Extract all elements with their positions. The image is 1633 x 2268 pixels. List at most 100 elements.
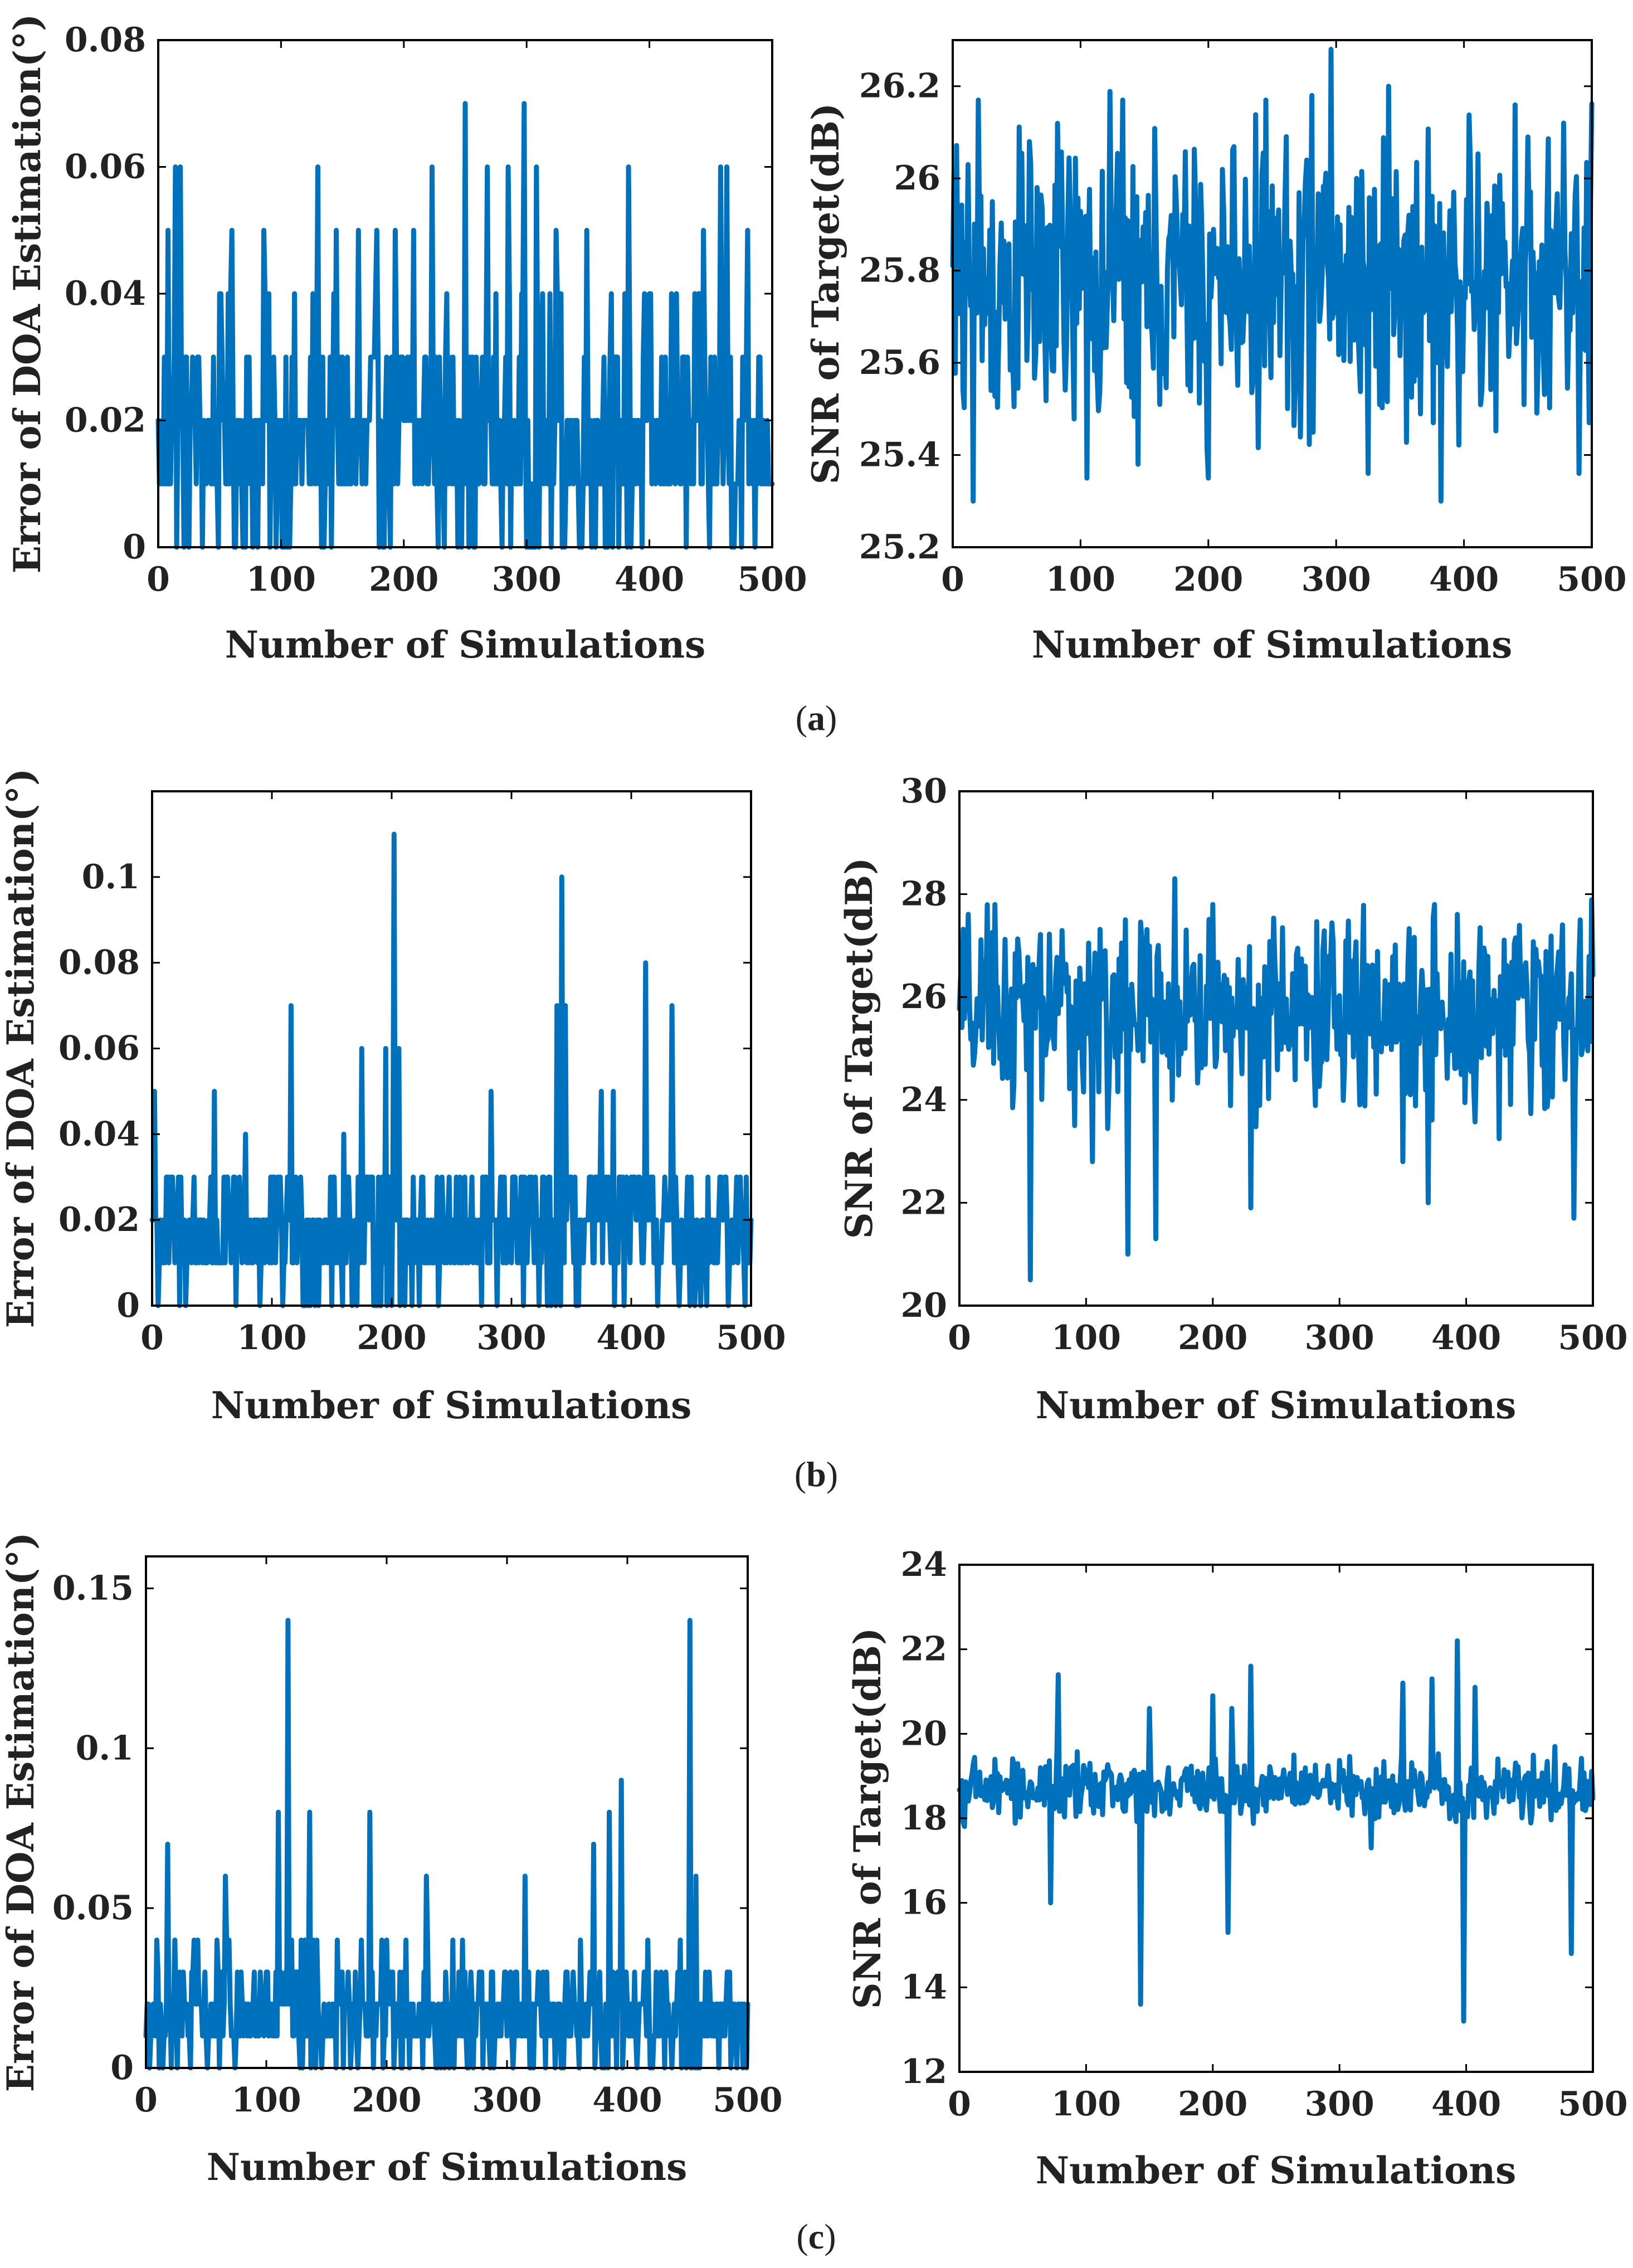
y-tick-label: 0 (123, 528, 146, 567)
x-tick-label: 100 (1051, 1318, 1121, 1357)
series-line (143, 1618, 750, 2071)
y-tick-label: 22 (901, 1630, 948, 1669)
y-tick-label: 30 (901, 772, 948, 811)
x-axis-label: Number of Simulations (1036, 1384, 1517, 1427)
y-tick-label: 12 (901, 2052, 948, 2091)
y-tick-label: 26 (894, 159, 941, 198)
y-axis-label: SNR of Target(dB) (846, 1628, 889, 2009)
y-axis-label: SNR of Target(dB) (837, 858, 881, 1239)
x-tick-label: 400 (1431, 1318, 1501, 1357)
y-tick-label: 24 (901, 1081, 948, 1120)
x-tick-label: 400 (1429, 560, 1499, 599)
caption-a-letter: a (807, 698, 825, 738)
x-axis-label: Number of Simulations (225, 623, 706, 666)
x-tick-label: 100 (237, 1318, 306, 1357)
chart-b-left: 0 100 200 300 400 500 0 0.02 0.04 0.06 0.08 0.1 Num… (0, 768, 786, 1427)
chart-a-right: 0 100 200 300 400 500 25.2 25.4 25.6 25.8 26 26.2 N… (804, 39, 1627, 666)
x-tick-label: 300 (1305, 2085, 1374, 2124)
y-tick-label: 0.15 (52, 1569, 134, 1608)
y-tick-label: 26.2 (859, 67, 940, 106)
x-tick-label: 300 (476, 1318, 546, 1357)
x-tick-label: 0 (941, 560, 964, 599)
y-tick-label: 14 (901, 1968, 948, 2007)
y-tick-label: 0.02 (59, 1200, 140, 1239)
y-tick-label: 0.08 (59, 943, 140, 982)
y-tick-label: 16 (901, 1883, 948, 1923)
x-tick-label: 500 (713, 2081, 782, 2120)
chart-c-left: 0 100 200 300 400 500 0 0.05 0.1 0.15 Number of S… (0, 1532, 783, 2189)
x-axis-label: Number of Simulations (207, 2145, 688, 2189)
x-tick-label: 100 (231, 2081, 301, 2120)
y-tick-label: 20 (901, 1714, 948, 1753)
plot-frame (145, 1555, 749, 2069)
chart-a-left: 0 100 200 300 400 500 0 0.02 0.04 0.06 0.08 Number… (6, 14, 807, 666)
y-tick-label: 20 (901, 1286, 948, 1325)
caption-b-letter: b (806, 1454, 826, 1494)
x-tick-label: 400 (596, 1318, 666, 1357)
series-line (957, 1638, 1596, 2024)
caption-c: (c) (796, 2217, 836, 2256)
caption-c-letter: c (808, 2217, 824, 2256)
x-tick-label: 100 (246, 560, 316, 599)
y-axis-label: Error of DOA Estimation(°) (6, 14, 49, 574)
y-tick-label: 25.2 (859, 528, 940, 567)
x-tick-label: 0 (134, 2081, 158, 2120)
x-tick-label: 100 (1051, 2085, 1121, 2124)
series-line (155, 101, 775, 550)
y-tick-label: 0.02 (65, 401, 146, 440)
x-tick-label: 0 (948, 1318, 971, 1357)
series-line (957, 876, 1596, 1283)
chart-c-right: 0 100 200 300 400 500 12 14 16 18 20 22 24 Number of… (846, 1545, 1628, 2192)
x-tick-label: 200 (1173, 560, 1243, 599)
x-tick-label: 0 (147, 560, 170, 599)
x-tick-label: 500 (716, 1318, 786, 1357)
x-tick-label: 200 (1178, 2085, 1247, 2124)
x-tick-label: 200 (369, 560, 438, 599)
x-axis-label: Number of Simulations (1036, 2149, 1517, 2192)
caption-b: (b) (794, 1454, 838, 1494)
x-tick-label: 400 (615, 560, 684, 599)
y-axis-label: Error of DOA Estimation(°) (0, 1532, 42, 2092)
plot-frame (952, 39, 1593, 548)
x-tick-label: 300 (1301, 560, 1371, 599)
y-tick-label: 0 (116, 1286, 140, 1325)
x-tick-label: 200 (352, 2081, 421, 2120)
y-axis-label: SNR of Target(dB) (804, 103, 847, 485)
chart-b-right: 0 100 200 300 400 500 20 22 24 26 28 30 Number of S… (837, 772, 1628, 1427)
series-line (149, 831, 754, 1308)
y-tick-label: 26 (901, 977, 948, 1016)
x-tick-label: 300 (492, 560, 562, 599)
x-tick-label: 500 (1558, 1318, 1627, 1357)
x-tick-label: 200 (1178, 1318, 1247, 1357)
y-tick-label: 18 (901, 1799, 948, 1838)
x-tick-label: 500 (1557, 560, 1626, 599)
x-tick-label: 0 (948, 2085, 971, 2124)
y-tick-label: 0.05 (52, 1889, 134, 1928)
y-tick-label: 0.1 (82, 858, 140, 897)
x-tick-label: 400 (1431, 2085, 1501, 2124)
x-tick-label: 100 (1046, 560, 1115, 599)
x-tick-label: 200 (357, 1318, 426, 1357)
y-tick-label: 0.04 (65, 274, 146, 313)
y-tick-label: 0.06 (59, 1029, 140, 1068)
x-axis-label: Number of Simulations (1032, 623, 1513, 666)
x-tick-label: 500 (737, 560, 807, 599)
y-tick-label: 24 (901, 1545, 948, 1584)
x-tick-label: 0 (140, 1318, 164, 1357)
plot-frame (958, 1564, 1594, 2073)
y-tick-label: 0.1 (76, 1729, 134, 1768)
x-axis-label: Number of Simulations (211, 1384, 692, 1427)
y-tick-label: 25.8 (859, 251, 940, 290)
x-tick-label: 400 (592, 2081, 662, 2120)
x-tick-label: 500 (1558, 2085, 1627, 2124)
y-tick-label: 22 (901, 1183, 948, 1222)
x-tick-label: 300 (472, 2081, 542, 2120)
y-tick-label: 25.6 (859, 343, 940, 382)
y-tick-label: 0.04 (59, 1114, 140, 1154)
series-line (950, 47, 1595, 504)
y-tick-label: 0 (110, 2048, 134, 2087)
plot-frame (958, 790, 1594, 1307)
y-tick-label: 25.4 (859, 436, 940, 475)
y-tick-label: 0.08 (65, 21, 146, 60)
